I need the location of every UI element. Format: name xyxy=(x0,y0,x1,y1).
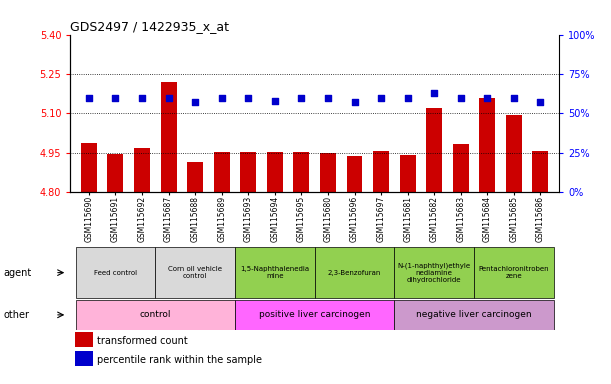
Point xyxy=(323,94,333,101)
Text: percentile rank within the sample: percentile rank within the sample xyxy=(97,355,262,365)
Bar xyxy=(394,247,474,298)
Bar xyxy=(235,300,394,329)
Bar xyxy=(346,156,362,192)
Bar xyxy=(400,155,415,192)
Bar xyxy=(134,149,150,192)
Point xyxy=(430,90,439,96)
Point xyxy=(509,94,519,101)
Text: N-(1-naphthyl)ethyle
nediamine
dihydrochloride: N-(1-naphthyl)ethyle nediamine dihydroch… xyxy=(398,262,470,283)
Bar xyxy=(474,247,554,298)
Bar xyxy=(161,82,177,192)
Text: Pentachloronitroben
zene: Pentachloronitroben zene xyxy=(478,266,549,279)
Point xyxy=(217,94,227,101)
Point xyxy=(164,94,174,101)
Point xyxy=(84,94,93,101)
Text: agent: agent xyxy=(3,268,31,278)
Bar xyxy=(373,151,389,192)
Bar xyxy=(75,332,93,347)
Text: other: other xyxy=(3,310,29,320)
Bar xyxy=(506,114,522,192)
Text: Feed control: Feed control xyxy=(94,270,137,276)
Point xyxy=(137,94,147,101)
Text: negative liver carcinogen: negative liver carcinogen xyxy=(416,310,532,319)
Point xyxy=(536,99,546,105)
Bar xyxy=(267,152,283,192)
Bar xyxy=(320,153,336,192)
Text: 1,5-Naphthalenedia
mine: 1,5-Naphthalenedia mine xyxy=(240,266,309,279)
Text: control: control xyxy=(139,310,171,319)
Bar xyxy=(426,108,442,192)
Text: GDS2497 / 1422935_x_at: GDS2497 / 1422935_x_at xyxy=(70,20,229,33)
Bar xyxy=(394,300,554,329)
Bar xyxy=(155,247,235,298)
Point xyxy=(111,94,120,101)
Text: Corn oil vehicle
control: Corn oil vehicle control xyxy=(168,266,222,279)
Point xyxy=(483,94,492,101)
Bar xyxy=(315,247,394,298)
Bar xyxy=(240,152,256,192)
Point xyxy=(403,94,412,101)
Point xyxy=(190,99,200,105)
Point xyxy=(349,99,359,105)
Point xyxy=(456,94,466,101)
Bar xyxy=(81,144,97,192)
Bar xyxy=(214,152,230,192)
Bar xyxy=(187,162,203,192)
Text: transformed count: transformed count xyxy=(97,336,188,346)
Bar xyxy=(235,247,315,298)
Bar xyxy=(480,98,496,192)
Text: positive liver carcinogen: positive liver carcinogen xyxy=(259,310,370,319)
Point xyxy=(243,94,253,101)
Point xyxy=(296,94,306,101)
Point xyxy=(376,94,386,101)
Bar xyxy=(108,154,123,192)
Point xyxy=(270,98,280,104)
Bar xyxy=(76,300,235,329)
Text: 2,3-Benzofuran: 2,3-Benzofuran xyxy=(328,270,381,276)
Bar xyxy=(533,151,549,192)
Bar xyxy=(293,152,309,192)
Bar xyxy=(76,247,155,298)
Bar xyxy=(75,351,93,366)
Bar xyxy=(453,144,469,192)
